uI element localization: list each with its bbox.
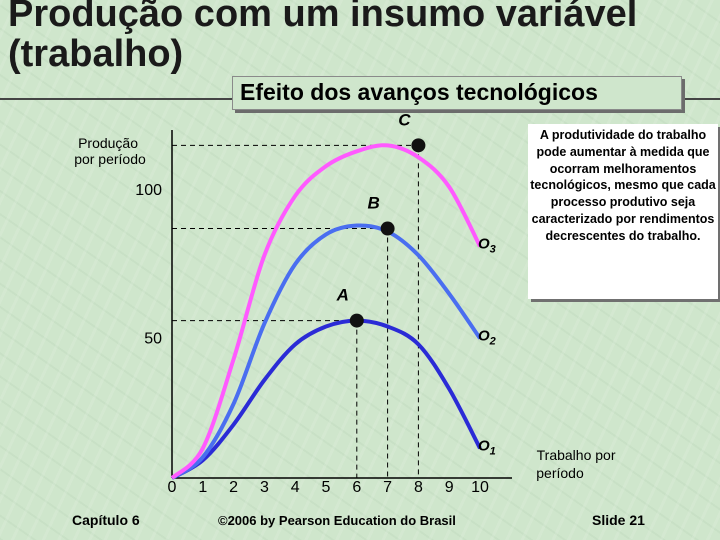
callout-text: A produtividade do trabalho pode aumenta… <box>530 128 716 243</box>
curve-label-subscript: 2 <box>489 335 496 347</box>
slide-title-line-2: (trabalho) <box>8 33 184 75</box>
curve-label-o2: O2 <box>478 327 496 347</box>
x-tick-label: 10 <box>471 479 489 496</box>
x-tick-label: 3 <box>260 479 269 496</box>
points <box>349 138 426 328</box>
point-label-a: A <box>336 286 349 305</box>
curve-label-letter: O <box>478 437 490 454</box>
y-axis-label-line-2: por período <box>74 151 146 167</box>
point-label-b: B <box>367 194 379 213</box>
point-label-c: C <box>398 110 411 129</box>
footer-copyright: ©2006 by Pearson Education do Brasil <box>218 513 456 528</box>
curve-label-o3: O3 <box>478 235 496 255</box>
point-b <box>380 221 395 236</box>
x-tick-label: 0 <box>168 479 177 496</box>
footer-chapter: Capítulo 6 <box>72 512 140 528</box>
x-tick-label: 9 <box>445 479 454 496</box>
x-tick-label: 2 <box>229 479 238 496</box>
curve-o1 <box>170 318 482 480</box>
curve-o3 <box>170 143 482 480</box>
curve-label-subscript: 3 <box>490 243 496 255</box>
slide-subtitle: Efeito dos avanços tecnológicos <box>240 79 598 105</box>
curves <box>170 143 482 480</box>
x-tick-label: 4 <box>291 479 300 496</box>
x-tick-label: 5 <box>322 479 331 496</box>
point-a <box>349 313 364 328</box>
y-tick-label: 50 <box>144 331 162 348</box>
y-axis-label-line-1: Produção <box>78 135 138 151</box>
callout-box <box>528 124 718 299</box>
slide-title: Produção com um insumo variável (trabalh… <box>8 0 637 74</box>
x-axis-label: Trabalho por período <box>536 447 619 481</box>
slide-title-line-1: Produção com um insumo variável <box>8 0 638 35</box>
x-tick-label: 7 <box>383 479 392 496</box>
curve-label-letter: O <box>478 235 490 252</box>
subtitle-box <box>232 76 682 110</box>
x-tick-label: 1 <box>198 479 207 496</box>
point-c <box>411 138 426 153</box>
x-tick-label: 8 <box>414 479 423 496</box>
curve-label-o1: O1 <box>478 437 496 457</box>
curve-label-subscript: 1 <box>490 445 496 457</box>
curve-label-letter: O <box>478 327 490 344</box>
y-axis-label: Produção por período <box>74 135 146 167</box>
x-tick-label: 6 <box>352 479 361 496</box>
curve-o2 <box>170 223 482 480</box>
y-tick-label: 100 <box>135 182 162 199</box>
x-axis-label-line-2: período <box>536 465 584 481</box>
footer-slide-number: Slide 21 <box>592 512 645 528</box>
x-axis-label-line-1: Trabalho por <box>537 447 616 463</box>
